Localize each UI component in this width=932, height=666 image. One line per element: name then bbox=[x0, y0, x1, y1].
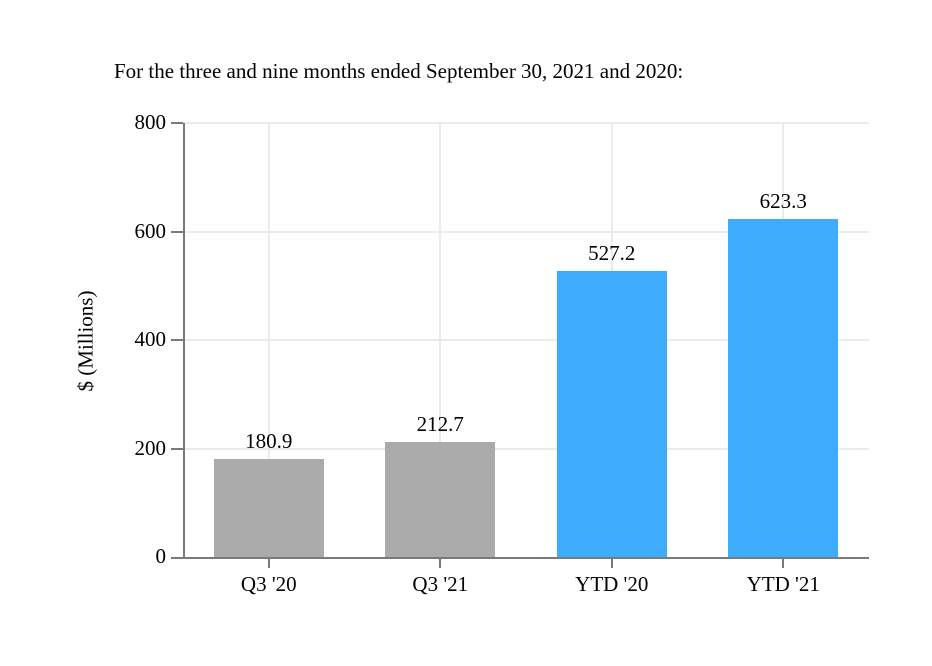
y-tick-label: 800 bbox=[134, 110, 167, 134]
y-tick-label: 0 bbox=[155, 544, 167, 568]
horizontal-gridline bbox=[183, 447, 869, 450]
bar-value-label: 180.9 bbox=[245, 428, 293, 453]
chart-title: For the three and nine months ended Sept… bbox=[114, 59, 684, 83]
y-tick bbox=[171, 230, 183, 233]
bar-ytd-20 bbox=[556, 270, 667, 557]
bar-value-label: 212.7 bbox=[416, 411, 464, 436]
x-tick bbox=[782, 559, 785, 568]
bar-q3-20 bbox=[213, 458, 324, 557]
x-tick-label: Q3 '20 bbox=[240, 572, 297, 596]
y-tick-label: 400 bbox=[134, 327, 167, 351]
horizontal-gridline bbox=[183, 339, 869, 341]
bar-value-label: 527.2 bbox=[588, 240, 636, 265]
bar-ytd-21 bbox=[728, 218, 839, 557]
x-tick-label: YTD '20 bbox=[575, 572, 649, 596]
y-tick bbox=[171, 447, 183, 450]
x-axis-line bbox=[171, 557, 869, 559]
y-axis-line bbox=[183, 123, 185, 559]
y-axis-title: $ (Millions) bbox=[73, 290, 98, 392]
x-tick-label: Q3 '21 bbox=[412, 572, 469, 596]
x-tick bbox=[439, 559, 442, 568]
y-tick bbox=[171, 339, 183, 341]
y-tick bbox=[171, 122, 183, 124]
x-tick-label: YTD '21 bbox=[746, 572, 820, 596]
bar-value-label: 623.3 bbox=[759, 188, 807, 213]
y-tick-label: 600 bbox=[134, 218, 167, 243]
horizontal-gridline bbox=[183, 122, 869, 124]
horizontal-gridline bbox=[183, 230, 869, 233]
y-tick-label: 200 bbox=[134, 435, 167, 460]
bar-q3-21 bbox=[385, 441, 496, 557]
x-tick bbox=[610, 559, 613, 568]
x-tick bbox=[267, 559, 270, 568]
